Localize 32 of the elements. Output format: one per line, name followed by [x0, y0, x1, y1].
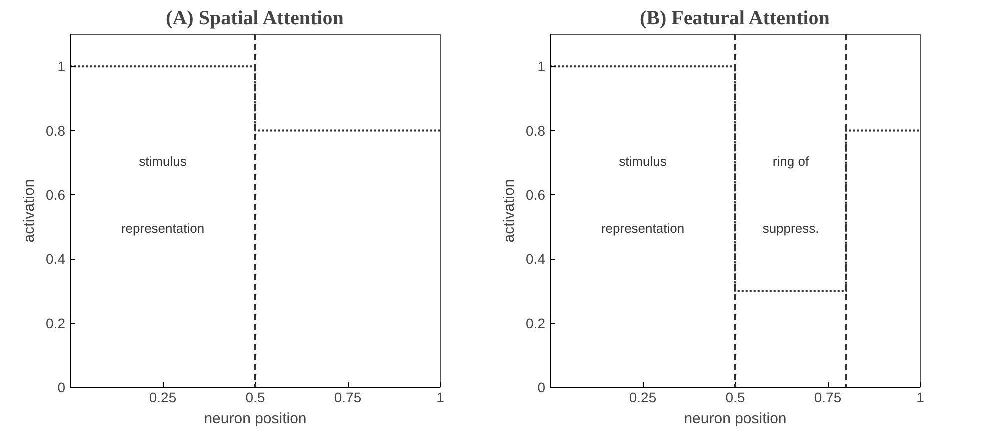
x-tick-label: 0.5: [726, 390, 746, 406]
x-tick-label: 1: [916, 390, 925, 406]
x-axis-title: neuron position: [684, 410, 787, 428]
y-axis-title: activation: [501, 179, 518, 243]
annotation: representation: [601, 221, 685, 236]
y-tick-label: 0: [538, 380, 546, 396]
y-tick-label: 0.8: [526, 122, 546, 139]
chart-title: (A) Spatial Attention: [166, 8, 344, 30]
x-tick-label: 0.75: [814, 390, 842, 406]
y-tick-label: 0.6: [46, 186, 66, 203]
annotation: suppress.: [762, 221, 820, 236]
y-axis-title: activation: [21, 179, 38, 243]
x-tick-label: 0.25: [149, 390, 177, 406]
x-tick-label: 0.5: [246, 390, 266, 406]
y-tick-label: 0: [58, 380, 66, 396]
x-tick-label: 0.25: [629, 390, 657, 406]
annotation: stimulus: [139, 154, 188, 170]
y-tick-label: 0.2: [46, 315, 66, 332]
chart-title: (B) Featural Attention: [640, 8, 830, 30]
x-axis-title: neuron position: [204, 410, 307, 428]
annotation: stimulus: [619, 154, 668, 170]
annotation: representation: [121, 221, 205, 236]
y-tick-label: 1: [538, 58, 546, 75]
annotation: ring of: [772, 154, 810, 170]
y-tick-label: 0.4: [526, 251, 546, 268]
y-tick-label: 1: [58, 58, 66, 75]
y-tick-label: 0.4: [46, 251, 66, 268]
x-tick-label: 1: [436, 390, 445, 406]
y-tick-label: 0.6: [526, 186, 546, 203]
y-tick-label: 0.2: [526, 315, 546, 332]
x-tick-label: 0.75: [334, 390, 362, 406]
y-tick-label: 0.8: [46, 122, 66, 139]
